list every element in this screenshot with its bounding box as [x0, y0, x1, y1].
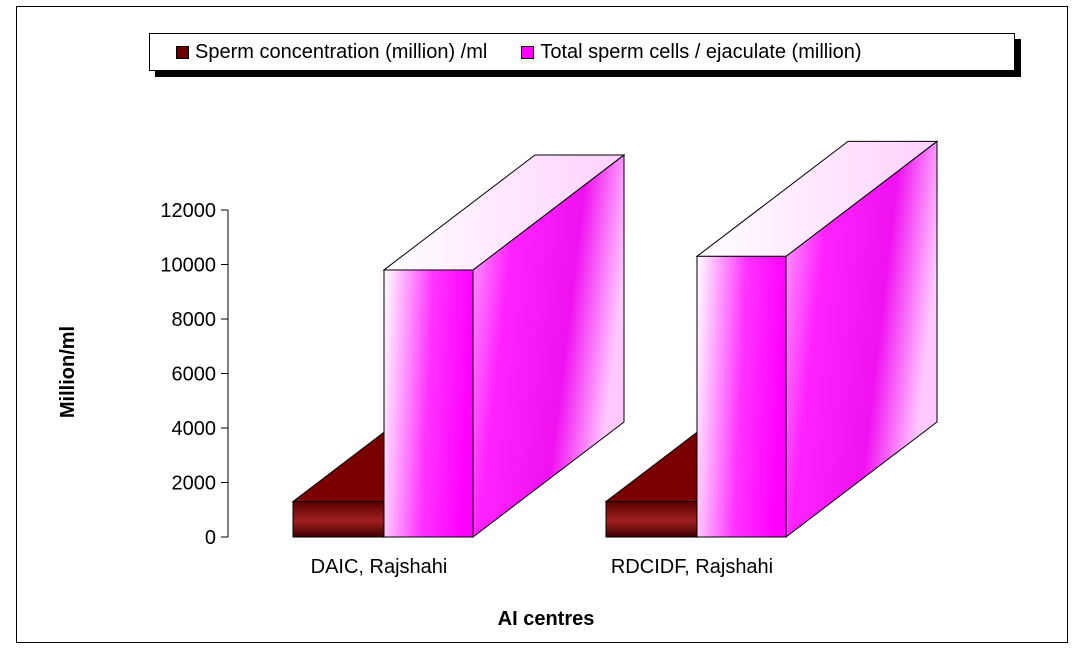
bars — [291, 140, 939, 539]
labels: DAIC, Rajshahi RDCIDF, Rajshahi AI centres… — [57, 326, 773, 630]
y-axis-title: Million/ml — [57, 326, 79, 418]
legend-swatch-total — [521, 45, 535, 59]
bar-total-front — [383, 269, 474, 538]
y-tick-label: 0 — [205, 527, 216, 549]
y-axis: 0 2000 4000 6000 8000 10000 12000 — [160, 200, 229, 549]
y-tick-label: 2000 — [172, 473, 217, 495]
legend-item-total: Total sperm cells / ejaculate (million) — [521, 40, 862, 64]
legend: Sperm concentration (million) /ml Total … — [149, 33, 1015, 71]
bar-total-front — [696, 255, 787, 538]
x-category-label: RDCIDF, Rajshahi — [611, 556, 773, 578]
legend-label-total: Total sperm cells / ejaculate (million) — [540, 40, 862, 63]
bar-concentration-front — [292, 501, 385, 538]
y-tick-label: 6000 — [172, 364, 217, 386]
x-category-label: DAIC, Rajshahi — [311, 556, 448, 578]
legend-swatch-concentration — [176, 45, 189, 59]
x-axis-title: AI centres — [498, 608, 595, 630]
y-tick-label: 12000 — [160, 200, 216, 222]
y-tick-label: 4000 — [172, 418, 217, 440]
y-tick-label: 8000 — [172, 309, 217, 331]
y-tick-label: 10000 — [160, 255, 216, 277]
legend-label-concentration: Sperm concentration (million) /ml — [195, 40, 488, 63]
bar-concentration-front — [605, 501, 698, 538]
legend-item-concentration: Sperm concentration (million) /ml — [176, 41, 487, 64]
